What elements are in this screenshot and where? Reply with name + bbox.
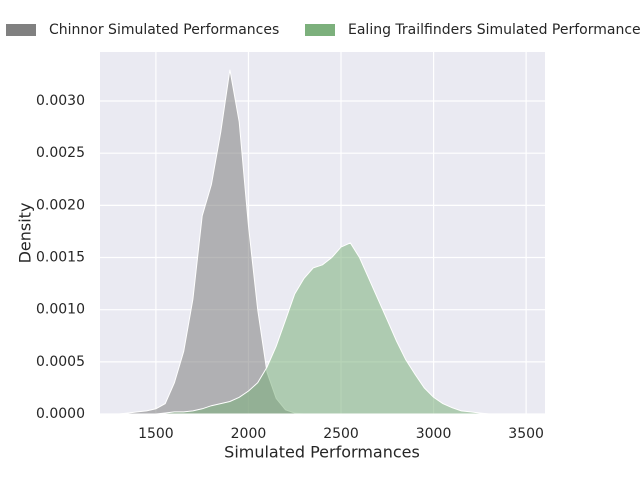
legend-swatch: [6, 24, 36, 36]
density-area: [118, 242, 527, 415]
y-tick-label: 0.0015: [36, 250, 85, 266]
x-tick-label: 2500: [323, 426, 359, 442]
legend-label: Chinnor Simulated Performances: [49, 22, 279, 38]
y-tick-label: 0.0010: [36, 302, 85, 318]
legend-swatch: [305, 24, 335, 36]
x-tick-label: 3000: [416, 426, 452, 442]
y-tick-label: 0.0025: [36, 145, 85, 161]
x-tick-label: 3500: [508, 426, 544, 442]
y-tick-label: 0.0000: [36, 406, 85, 422]
x-axis-label: Simulated Performances: [224, 443, 420, 462]
y-axis-label: Density: [16, 203, 35, 264]
y-tick-label: 0.0005: [36, 354, 85, 370]
y-tick-label: 0.0020: [36, 197, 85, 213]
x-tick-label: 2000: [231, 426, 267, 442]
x-tick-label: 1500: [138, 426, 174, 442]
legend-label: Ealing Trailfinders Simulated Performanc…: [348, 22, 640, 38]
y-tick-label: 0.0030: [36, 93, 85, 109]
